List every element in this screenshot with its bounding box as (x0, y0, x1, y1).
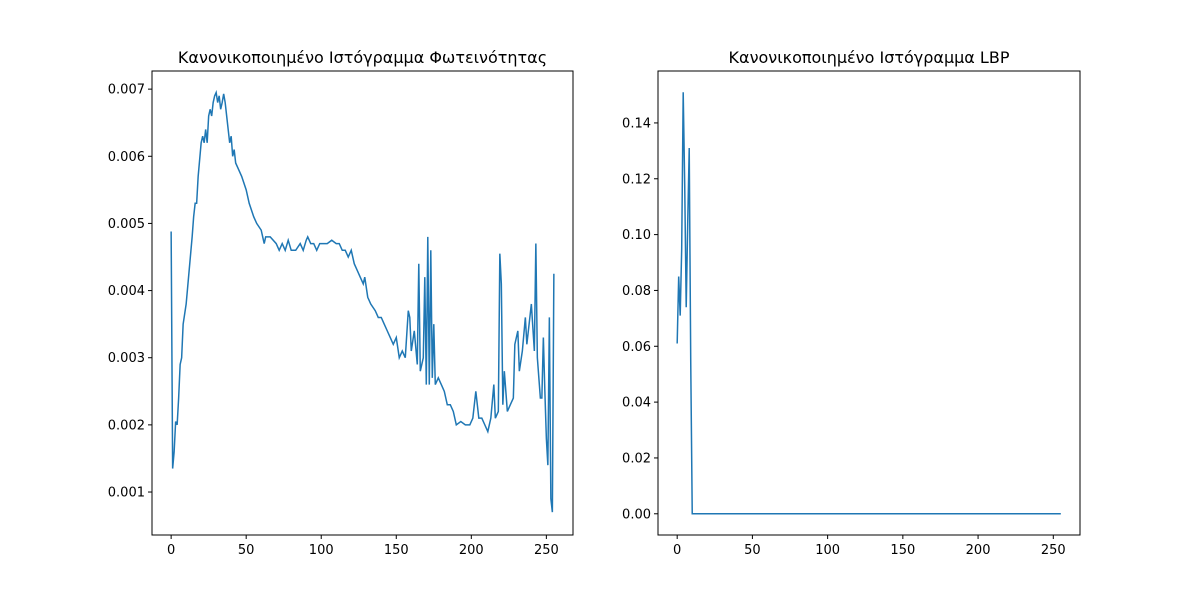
y-tick-label: 0.005 (108, 217, 145, 232)
x-tick-label: 250 (534, 543, 559, 558)
axes-frame (657, 70, 1081, 536)
x-tick-label: 0 (673, 543, 681, 558)
y-tick-label: 0.04 (622, 396, 651, 411)
y-tick-label: 0.08 (622, 284, 651, 299)
y-tick-label: 0.02 (622, 451, 651, 466)
y-tick-label: 0.002 (108, 418, 145, 433)
x-tick-label: 0 (167, 543, 175, 558)
x-tick-label: 200 (459, 543, 484, 558)
chart-title: Κανονικοποιημένο Ιστόγραμμα Φωτεινότητας (178, 48, 547, 67)
x-tick-label: 150 (890, 543, 915, 558)
x-tick-label: 100 (309, 543, 334, 558)
x-tick-label: 150 (384, 543, 409, 558)
data-line (676, 92, 1061, 515)
x-tick-label: 100 (815, 543, 840, 558)
y-tick-label: 0.10 (622, 228, 651, 243)
data-line (170, 89, 555, 513)
x-tick-label: 50 (744, 543, 761, 558)
x-tick-label: 50 (238, 543, 255, 558)
x-tick-label: 250 (1041, 543, 1066, 558)
y-tick-label: 0.06 (622, 340, 651, 355)
y-tick-label: 0.006 (108, 150, 145, 165)
y-tick-label: 0.00 (622, 507, 651, 522)
x-tick-label: 200 (966, 543, 991, 558)
y-tick-label: 0.001 (108, 486, 145, 501)
y-tick-label: 0.004 (108, 284, 145, 299)
chart-title: Κανονικοποιημένο Ιστόγραμμα LBP (729, 48, 1010, 67)
y-tick-label: 0.003 (108, 351, 145, 366)
y-tick-label: 0.007 (108, 83, 145, 98)
y-tick-label: 0.12 (622, 172, 651, 187)
y-tick-label: 0.14 (622, 116, 651, 131)
axes-frame (151, 70, 574, 536)
